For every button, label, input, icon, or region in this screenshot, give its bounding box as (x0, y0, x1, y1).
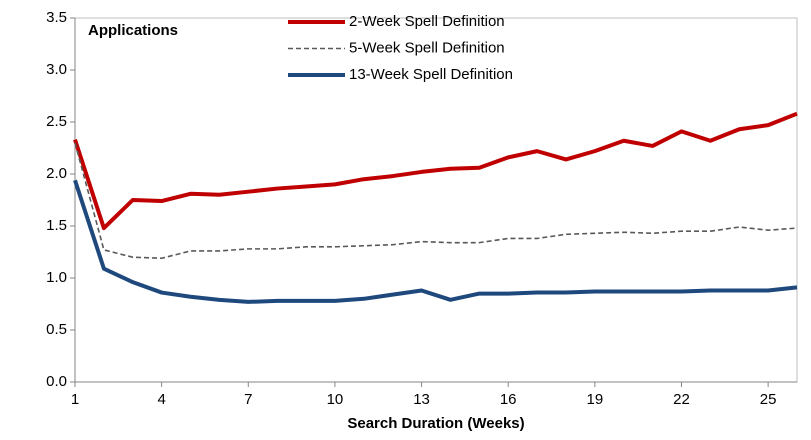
x-tick-label: 19 (586, 391, 603, 408)
legend-label: 5-Week Spell Definition (349, 39, 505, 56)
x-tick-label: 13 (413, 391, 430, 408)
y-tick-label: 0.5 (46, 321, 67, 338)
legend-label: 2-Week Spell Definition (349, 13, 505, 30)
y-tick-label: 1.0 (46, 269, 67, 286)
legend-label: 13-Week Spell Definition (349, 66, 513, 83)
x-tick-label: 25 (760, 391, 777, 408)
y-tick-label: 2.0 (46, 165, 67, 182)
x-tick-label: 10 (327, 391, 344, 408)
x-tick-label: 16 (500, 391, 517, 408)
annotation: Applications (88, 22, 178, 39)
x-tick-label: 1 (71, 391, 79, 408)
x-tick-label: 4 (157, 391, 165, 408)
x-tick-label: 7 (244, 391, 252, 408)
x-axis-label: Search Duration (Weeks) (347, 415, 524, 432)
series-line (73, 179, 798, 304)
x-tick-label: 22 (673, 391, 690, 408)
series-line (73, 111, 798, 231)
y-tick-label: 3.0 (46, 61, 67, 78)
series-line (74, 142, 798, 260)
y-tick-label: 1.5 (46, 217, 67, 234)
y-tick-label: 2.5 (46, 113, 67, 130)
y-tick-label: 0.0 (46, 373, 67, 390)
y-tick-label: 3.5 (46, 9, 67, 26)
